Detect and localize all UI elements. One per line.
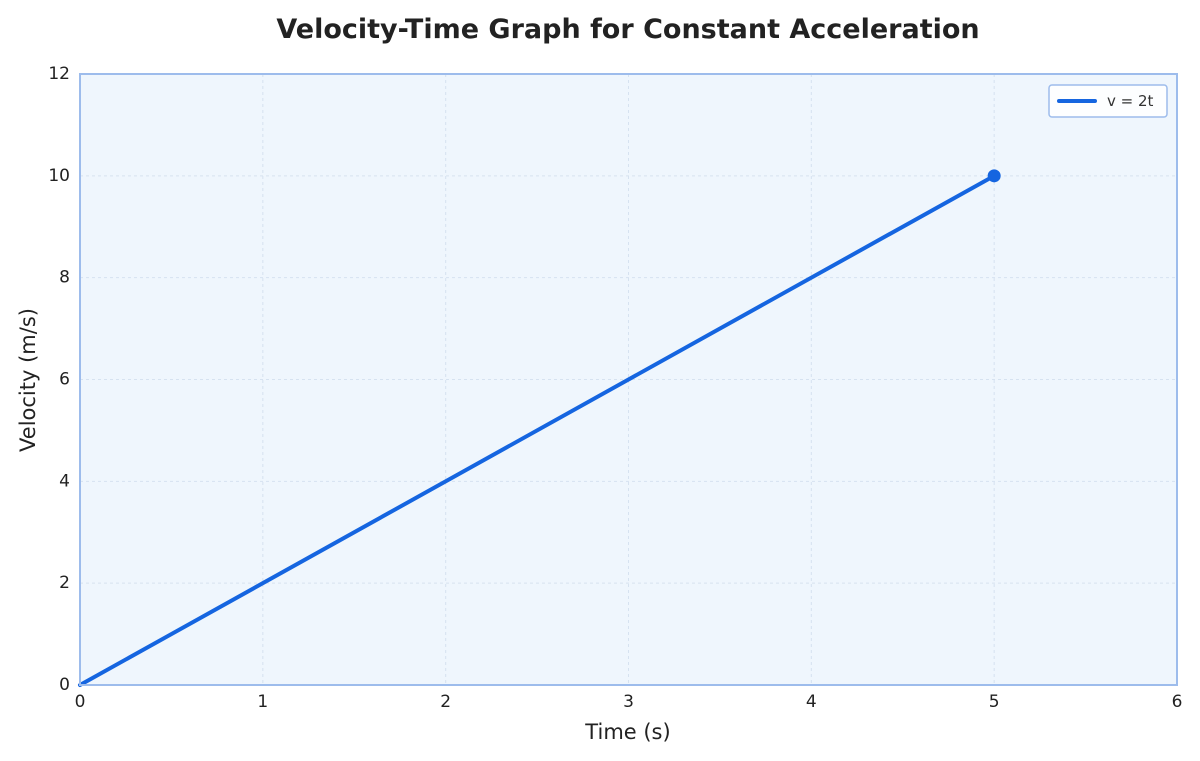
- y-axis-label: Velocity (m/s): [16, 308, 40, 452]
- y-tick-label: 4: [59, 471, 70, 491]
- y-tick-label: 8: [59, 268, 70, 288]
- series-line-0: [78, 173, 997, 687]
- y-tick-label: 10: [48, 166, 70, 186]
- x-tick-label: 0: [75, 692, 86, 712]
- series-layer: [78, 169, 1001, 687]
- y-tick-label: 6: [59, 370, 70, 390]
- legend-box: [1048, 84, 1168, 118]
- y-tick-label: 12: [48, 64, 70, 84]
- endpoint-marker: [987, 169, 1001, 183]
- plot-frame: [79, 73, 1178, 686]
- y-tick-label: 2: [59, 573, 70, 593]
- x-tick-label: 1: [257, 692, 268, 712]
- x-tick-label: 6: [1172, 692, 1183, 712]
- x-tick-label: 3: [623, 692, 634, 712]
- legend-label: v = 2t: [1107, 92, 1154, 110]
- x-tick-label: 4: [806, 692, 817, 712]
- legend: v = 2t: [1048, 84, 1168, 118]
- chart-title: Velocity-Time Graph for Constant Acceler…: [276, 14, 979, 45]
- x-tick-label: 5: [989, 692, 1000, 712]
- x-axis-label: Time (s): [584, 720, 670, 744]
- x-tick-label: 2: [440, 692, 451, 712]
- y-tick-label: 0: [59, 675, 70, 695]
